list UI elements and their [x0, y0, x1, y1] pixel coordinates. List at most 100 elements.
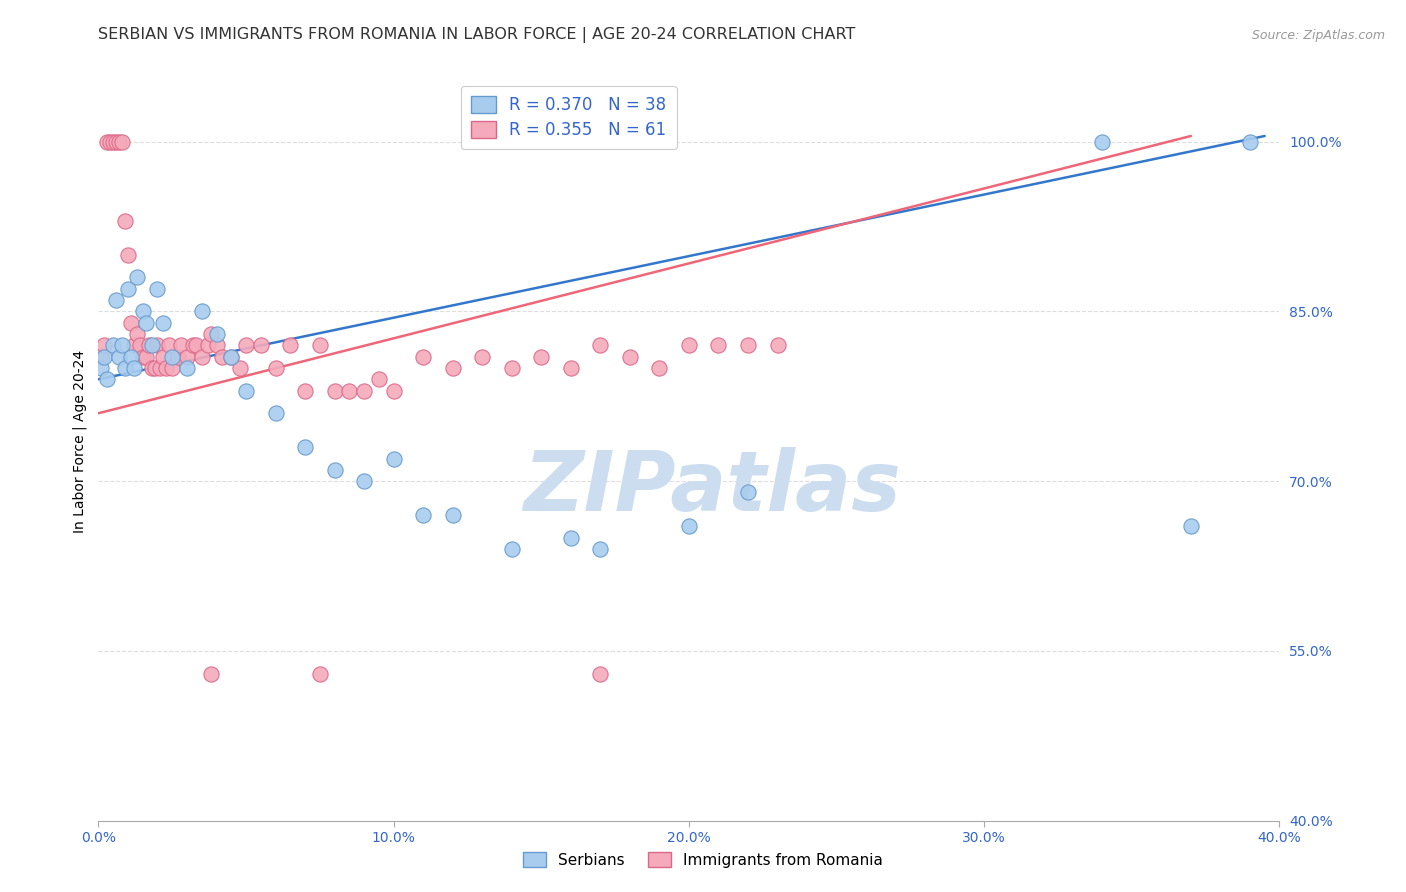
Point — [589, 542, 612, 557]
Point — [146, 338, 169, 352]
Point — [108, 135, 131, 149]
Point — [441, 361, 464, 376]
Point — [125, 270, 148, 285]
Point — [441, 508, 464, 522]
Point — [120, 316, 142, 330]
Point — [1180, 519, 1202, 533]
Point — [120, 350, 142, 364]
Point — [143, 361, 166, 376]
Point — [132, 350, 155, 364]
Point — [211, 350, 233, 364]
Point — [353, 474, 375, 488]
Point — [108, 350, 131, 364]
Point — [678, 338, 700, 352]
Point — [294, 384, 316, 398]
Point — [191, 304, 214, 318]
Point — [114, 361, 136, 376]
Point — [678, 519, 700, 533]
Point — [125, 326, 148, 341]
Point — [707, 338, 730, 352]
Point — [96, 135, 118, 149]
Point — [589, 666, 612, 681]
Point — [141, 338, 163, 352]
Point — [412, 350, 434, 364]
Point — [128, 338, 150, 352]
Point — [309, 666, 332, 681]
Point — [141, 361, 163, 376]
Point — [191, 350, 214, 364]
Point — [184, 338, 207, 352]
Point — [737, 485, 759, 500]
Point — [501, 361, 523, 376]
Point — [1239, 135, 1261, 149]
Point — [98, 135, 121, 149]
Point — [90, 350, 112, 364]
Point — [221, 350, 243, 364]
Point — [152, 316, 174, 330]
Point — [105, 135, 128, 149]
Point — [200, 666, 222, 681]
Point — [96, 372, 118, 386]
Point — [619, 350, 641, 364]
Point — [132, 304, 155, 318]
Point — [103, 338, 125, 352]
Point — [530, 350, 553, 364]
Point — [339, 384, 361, 398]
Point — [235, 384, 257, 398]
Point — [117, 282, 139, 296]
Point — [176, 350, 198, 364]
Point — [353, 384, 375, 398]
Point — [560, 531, 582, 545]
Point — [105, 293, 128, 307]
Point — [122, 338, 145, 352]
Point — [155, 361, 177, 376]
Point — [737, 338, 759, 352]
Point — [280, 338, 302, 352]
Point — [162, 350, 183, 364]
Point — [167, 350, 190, 364]
Point — [264, 361, 287, 376]
Point — [560, 361, 582, 376]
Point — [93, 338, 115, 352]
Point — [146, 282, 169, 296]
Point — [412, 508, 434, 522]
Text: Source: ZipAtlas.com: Source: ZipAtlas.com — [1251, 29, 1385, 43]
Point — [117, 248, 139, 262]
Legend: R = 0.370   N = 38, R = 0.355   N = 61: R = 0.370 N = 38, R = 0.355 N = 61 — [461, 86, 676, 149]
Point — [162, 361, 183, 376]
Point — [200, 326, 222, 341]
Point — [309, 338, 332, 352]
Point — [382, 384, 405, 398]
Point — [90, 361, 112, 376]
Text: SERBIAN VS IMMIGRANTS FROM ROMANIA IN LABOR FORCE | AGE 20-24 CORRELATION CHART: SERBIAN VS IMMIGRANTS FROM ROMANIA IN LA… — [98, 27, 856, 43]
Legend: Serbians, Immigrants from Romania: Serbians, Immigrants from Romania — [516, 844, 890, 875]
Point — [176, 361, 198, 376]
Point — [323, 463, 346, 477]
Point — [501, 542, 523, 557]
Point — [648, 361, 671, 376]
Point — [229, 361, 252, 376]
Point — [382, 451, 405, 466]
Point — [589, 338, 612, 352]
Point — [157, 338, 180, 352]
Point — [122, 361, 145, 376]
Point — [264, 406, 287, 420]
Point — [170, 338, 193, 352]
Point — [138, 338, 160, 352]
Point — [323, 384, 346, 398]
Point — [250, 338, 273, 352]
Point — [205, 338, 228, 352]
Point — [235, 338, 257, 352]
Text: ZIPatlas: ZIPatlas — [523, 447, 901, 527]
Point — [181, 338, 204, 352]
Point — [135, 350, 157, 364]
Point — [1091, 135, 1114, 149]
Point — [152, 350, 174, 364]
Point — [197, 338, 219, 352]
Point — [103, 135, 125, 149]
Point — [114, 214, 136, 228]
Point — [111, 338, 134, 352]
Point — [368, 372, 391, 386]
Point — [766, 338, 789, 352]
Y-axis label: In Labor Force | Age 20-24: In Labor Force | Age 20-24 — [73, 350, 87, 533]
